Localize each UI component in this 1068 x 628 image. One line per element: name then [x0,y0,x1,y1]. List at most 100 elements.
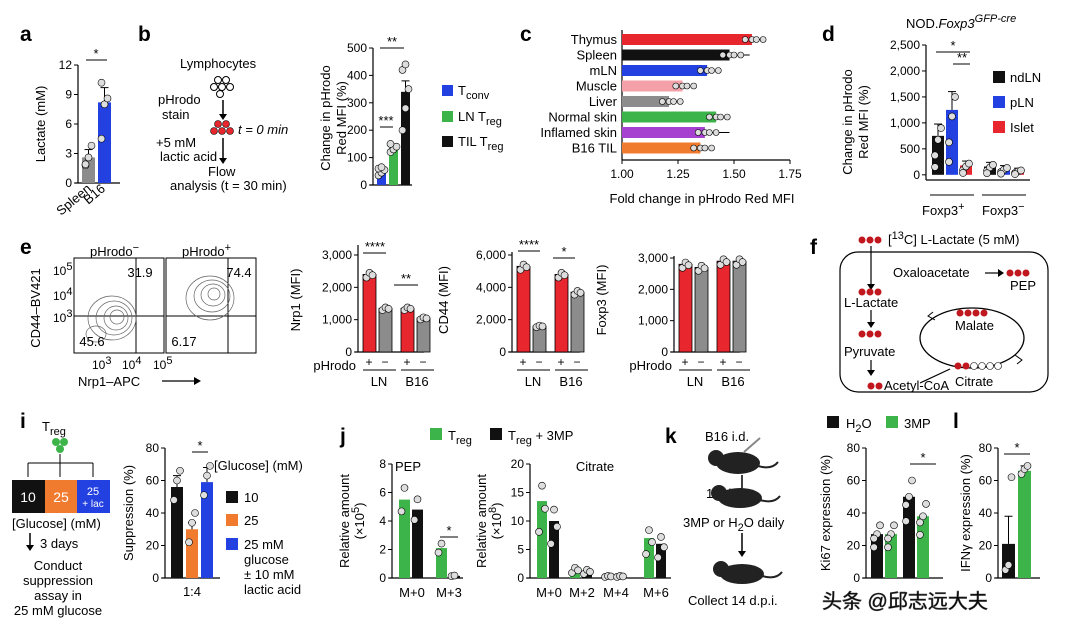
f-pep-dots [1006,269,1030,277]
b-t0: t = 0 min [238,122,288,137]
i-legend-25: 25 [244,513,258,528]
c-dot [706,113,713,121]
e-flow-plot-pos [165,257,257,354]
f-acoa-dots [867,382,883,390]
i-bar [171,487,183,578]
b-arrowhead2 [219,158,227,164]
f-oaa: Oxaloacetate [893,265,970,280]
i-legend-25lac-1: 25 mM [244,537,284,552]
f-pyr-dots [858,330,882,338]
c-dot [701,144,709,152]
i-box-10-label: 10 [20,489,36,505]
e2-bar [554,273,569,353]
l2-y-ticklabel: 0 [985,571,992,585]
i-y-ticklabel: 20 [146,539,160,553]
i-legend-25lac-2: glucose [244,552,289,567]
e-flow-ylabel: CD44–BV421 [28,268,43,348]
j1-ylabel: Relative amount [337,474,352,568]
b-legend-lntreg: LN Treg [458,109,502,128]
panel-i-chart: 0 20 40 60 80 Suppression (%) 1:4 * [Glucose… [121,438,303,599]
d-dot [989,161,997,169]
c-x-ticklabel: 1.75 [778,167,802,181]
b-y-ticklabel: 400 [347,68,367,82]
l2-y-ticklabel: 20 [979,539,993,553]
d-group1: Foxp3+ [922,201,965,218]
d-title: NOD.Foxp3GFP-cre [906,13,1016,31]
l1-dot [884,543,892,552]
e-ln-label: LN [525,374,542,389]
d-dot [931,151,939,160]
e2-bar [570,291,585,353]
panel-d: NOD.Foxp3GFP-cre 0 500 1,000 1,500 2,000 2,50… [840,13,1041,218]
l2-dot [1023,462,1032,470]
f-arrowhead-pep [998,269,1004,277]
i-xtick: 1:4 [183,584,201,599]
f-arrow-acoa [919,368,951,384]
j1-dot [450,571,459,580]
i-dot [203,471,211,480]
b-bar [389,148,398,185]
k-arrowhead2 [738,551,746,557]
e-pm: − [381,355,388,369]
b-flow: Flow [208,164,236,179]
c-dot [676,98,684,105]
j-x-label: M+0 [536,585,562,600]
j2-dot [657,533,665,541]
l1-y-ticklabel: 60 [847,474,861,488]
i-legend-25lac-4: lactic acid [244,582,301,597]
f-llac-dots [858,288,882,296]
a-dot [97,134,106,143]
e-xt-1e4: 104 [122,355,141,372]
f-llac: L-Lactate [844,295,898,310]
b-dot [377,163,386,171]
d-sig2: ** [957,50,967,65]
l-legend-swatch-3mp [886,416,898,428]
d-dot [1011,170,1019,178]
d-dot [948,112,956,121]
l1-bar [903,496,915,578]
b-arrowhead1 [219,114,227,120]
j1-y-ticklabel: 4 [379,514,386,528]
j2-y-ticklabel: 20 [511,457,525,471]
c-dot [715,67,722,74]
j1-y-ticklabel: 8 [379,457,386,471]
k-step3: 3MP or H2O daily [683,515,785,534]
c-dot [708,144,715,152]
d-y-ticklabel: 0 [913,168,920,182]
l-legend-3mp: 3MP [904,416,931,431]
a-ylabel: Lactate (mM) [33,86,48,163]
j2-dot [586,568,594,576]
i-conduct3: assay in [34,588,82,603]
l1-y-ticklabel: 40 [847,506,861,520]
c-bar [622,65,708,76]
c-x-ticklabel: 1.50 [722,167,746,181]
f-tca-cycle [919,307,1025,369]
c-dot [759,36,767,43]
b-bar [401,91,410,185]
e-ln-label: LN [687,374,704,389]
f-title: [13C] L-Lactate (5 mM) [888,230,1019,247]
j2-dot [550,505,558,514]
i-box-25 [45,480,77,513]
j-x-label: M+0 [399,585,425,600]
e3-dot [722,258,731,266]
panel-e-label: e [20,236,32,259]
c-dot [706,129,713,136]
i-box-10 [12,480,45,513]
mouse-icon-2 [711,485,781,508]
panel-b-label: b [138,23,151,46]
d-legend-islet: Islet [1010,120,1034,135]
b-y-ticklabel: 0 [360,178,367,192]
e1-ylabel: Nrp1 (MFI) [288,269,303,332]
e2-bar [516,265,531,353]
panel-c-label: c [520,23,532,46]
f-malate-dots [956,309,988,317]
j2-y-ticklabel: 10 [511,514,525,528]
b-dot [398,126,407,134]
j1-dot [400,484,409,492]
i-legend-swatch-10 [226,491,238,503]
j1-bar [436,548,447,578]
j1-dot [413,495,422,504]
e-contours-neg [85,295,137,343]
